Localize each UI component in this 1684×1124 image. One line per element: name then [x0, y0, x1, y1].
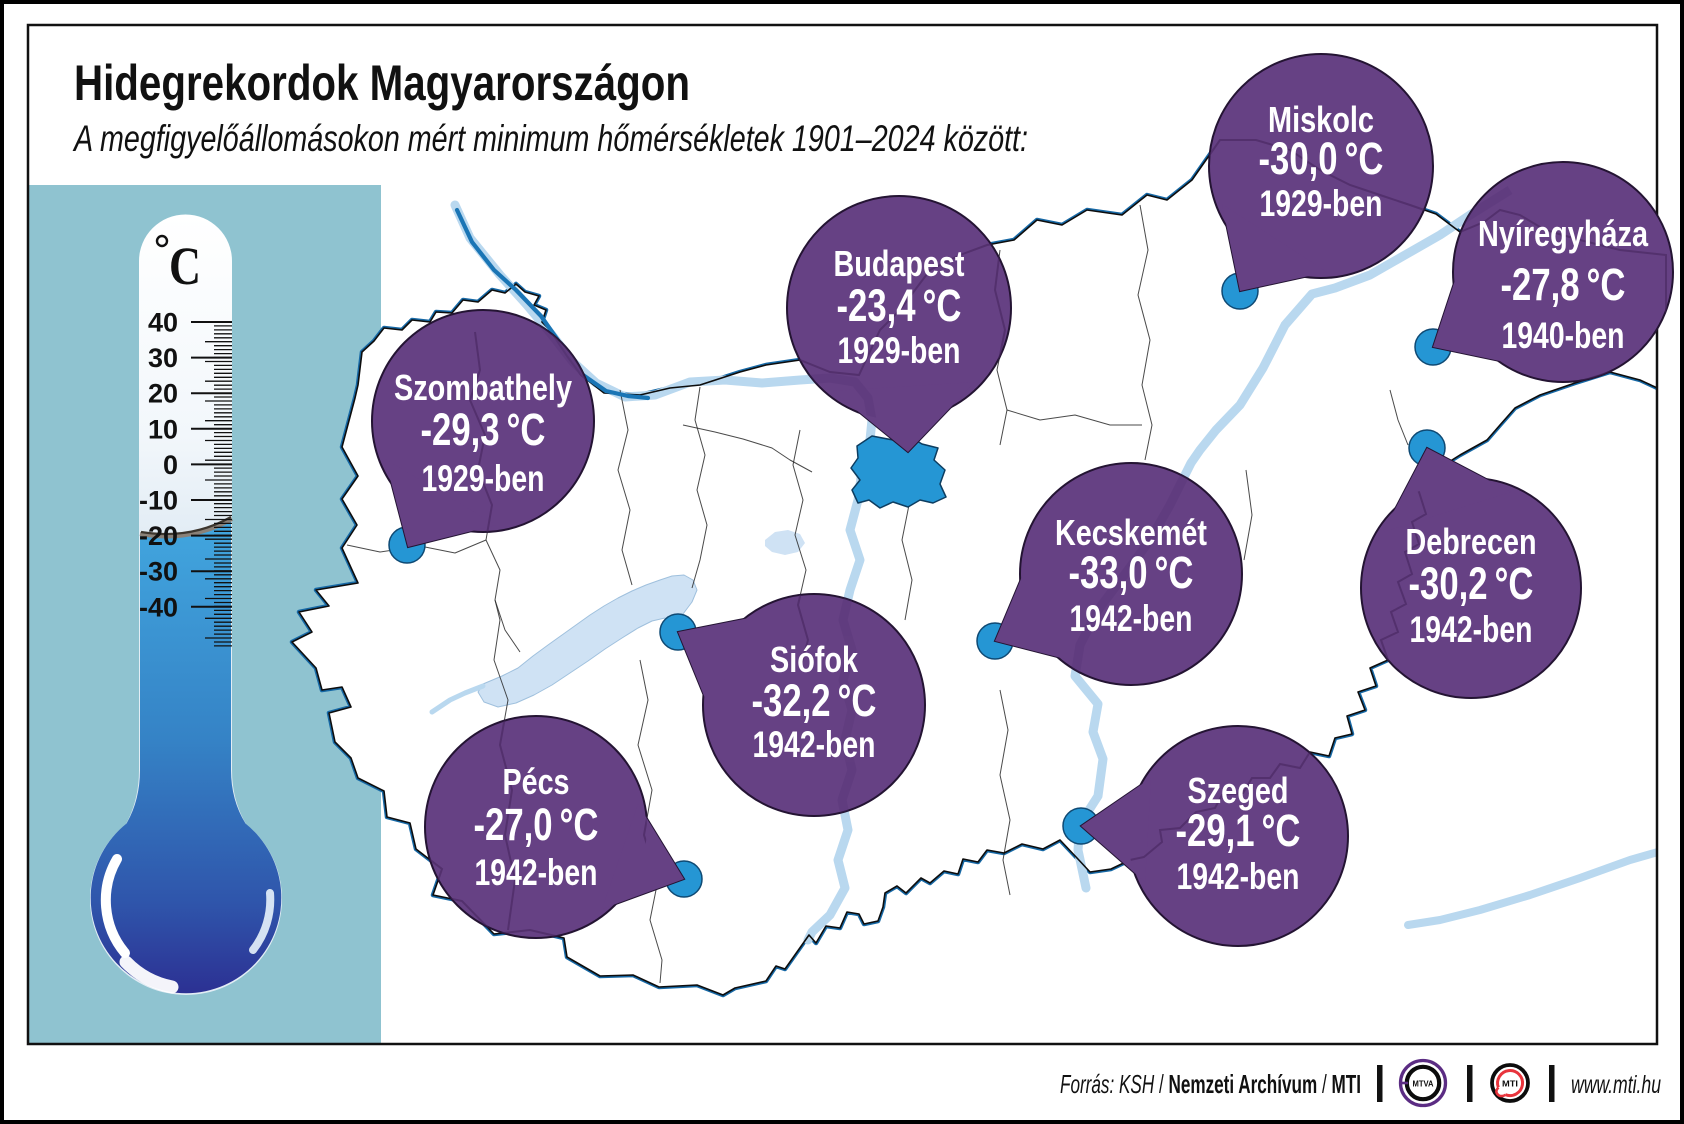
svg-text:-29,3 °C: -29,3 °C [421, 404, 546, 455]
svg-text:1929-ben: 1929-ben [1260, 183, 1383, 224]
svg-text:1929-ben: 1929-ben [838, 330, 961, 371]
svg-text:Debrecen: Debrecen [1406, 521, 1537, 562]
svg-text:Pécs: Pécs [503, 761, 570, 802]
svg-text:30: 30 [148, 343, 178, 373]
svg-text:40: 40 [148, 308, 178, 338]
svg-text:-27,0 °C: -27,0 °C [474, 799, 599, 850]
svg-text:Szombathely: Szombathely [394, 367, 572, 408]
svg-text:A megfigyelőállomásokon mért m: A megfigyelőállomásokon mért minimum hőm… [72, 118, 1028, 159]
svg-text:1942-ben: 1942-ben [1070, 598, 1193, 639]
svg-text:1940-ben: 1940-ben [1502, 315, 1625, 356]
svg-text:0: 0 [163, 450, 178, 480]
svg-text:Siófok: Siófok [770, 639, 859, 680]
svg-text:-40: -40 [139, 592, 178, 622]
svg-text:Forrás: KSH / Nemzeti Archívum: Forrás: KSH / Nemzeti Archívum / MTI [1060, 1069, 1361, 1099]
svg-text:Hidegrekordok Magyarországon: Hidegrekordok Magyarországon [74, 55, 690, 111]
svg-text:Szeged: Szeged [1188, 770, 1289, 811]
svg-text:Budapest: Budapest [834, 243, 965, 284]
svg-text:Nyíregyháza: Nyíregyháza [1478, 213, 1649, 254]
svg-text:-30,0 °C: -30,0 °C [1259, 133, 1384, 184]
svg-text:1942-ben: 1942-ben [475, 852, 598, 893]
svg-text:1942-ben: 1942-ben [753, 724, 876, 765]
svg-text:1942-ben: 1942-ben [1177, 856, 1300, 897]
svg-text:Miskolc: Miskolc [1268, 99, 1374, 140]
svg-text:-23,4 °C: -23,4 °C [837, 280, 962, 331]
svg-text:MTVA: MTVA [1413, 1080, 1434, 1089]
svg-text:Kecskemét: Kecskemét [1055, 512, 1207, 553]
svg-text:-10: -10 [139, 486, 178, 516]
svg-text:-29,1 °C: -29,1 °C [1176, 805, 1301, 856]
svg-text:C: C [169, 236, 201, 296]
svg-text:-33,0 °C: -33,0 °C [1069, 547, 1194, 598]
svg-text:-30: -30 [139, 557, 178, 587]
svg-text:1929-ben: 1929-ben [422, 458, 545, 499]
svg-text:-30,2 °C: -30,2 °C [1409, 558, 1534, 609]
svg-text:-27,8 °C: -27,8 °C [1501, 259, 1626, 310]
svg-text:20: 20 [148, 379, 178, 409]
svg-text:www.mti.hu: www.mti.hu [1571, 1071, 1661, 1099]
svg-text:-32,2 °C: -32,2 °C [752, 675, 877, 726]
svg-text:1942-ben: 1942-ben [1410, 609, 1533, 650]
svg-text:MTI: MTI [1502, 1080, 1518, 1089]
svg-text:10: 10 [148, 414, 178, 444]
svg-text:-20: -20 [139, 521, 178, 551]
